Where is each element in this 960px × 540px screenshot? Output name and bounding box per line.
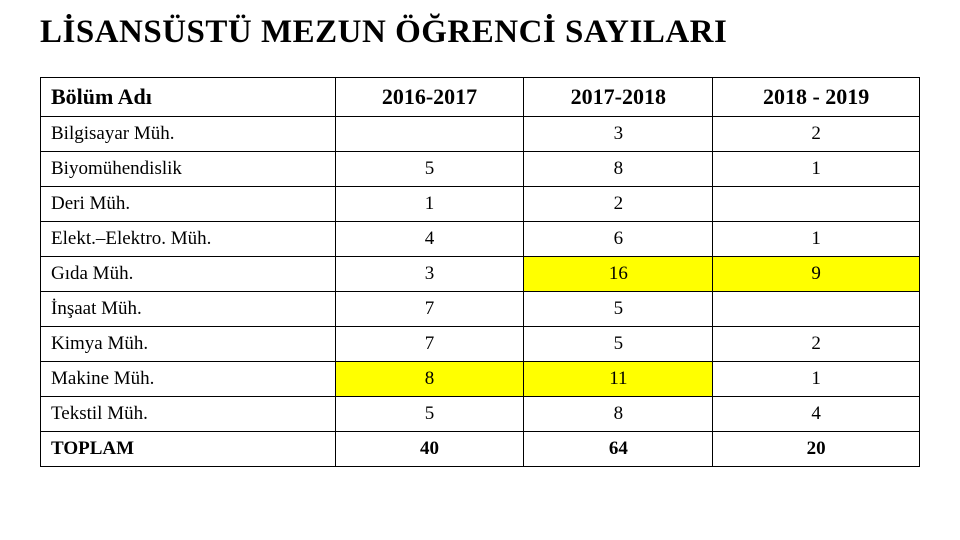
table-row: Tekstil Müh.584 xyxy=(41,397,920,432)
table-total-row: TOPLAM406420 xyxy=(41,432,920,467)
table-row: Gıda Müh.3169 xyxy=(41,257,920,292)
cell-total-value: 64 xyxy=(524,432,713,467)
cell-total-value: 40 xyxy=(335,432,524,467)
cell-value: 1 xyxy=(713,362,920,397)
page-title: LİSANSÜSTÜ MEZUN ÖĞRENCİ SAYILARI xyxy=(40,14,920,51)
col-department: Bölüm Adı xyxy=(41,78,336,117)
table-row: İnşaat Müh.75 xyxy=(41,292,920,327)
cell-value: 7 xyxy=(335,327,524,362)
slide-container: LİSANSÜSTÜ MEZUN ÖĞRENCİ SAYILARI Bölüm … xyxy=(0,0,960,487)
cell-value: 8 xyxy=(335,362,524,397)
table-header-row: Bölüm Adı 2016-2017 2017-2018 2018 - 201… xyxy=(41,78,920,117)
table-row: Biyomühendislik581 xyxy=(41,152,920,187)
cell-value: 11 xyxy=(524,362,713,397)
cell-department: Tekstil Müh. xyxy=(41,397,336,432)
cell-total-label: TOPLAM xyxy=(41,432,336,467)
col-year-1: 2016-2017 xyxy=(335,78,524,117)
cell-value: 5 xyxy=(524,327,713,362)
cell-value: 4 xyxy=(713,397,920,432)
cell-value: 6 xyxy=(524,222,713,257)
table-row: Makine Müh.8111 xyxy=(41,362,920,397)
cell-value: 1 xyxy=(713,222,920,257)
table-row: Kimya Müh.752 xyxy=(41,327,920,362)
cell-value: 5 xyxy=(335,397,524,432)
cell-total-value: 20 xyxy=(713,432,920,467)
cell-value: 4 xyxy=(335,222,524,257)
cell-department: İnşaat Müh. xyxy=(41,292,336,327)
cell-value xyxy=(335,117,524,152)
cell-value: 7 xyxy=(335,292,524,327)
cell-value: 16 xyxy=(524,257,713,292)
cell-value: 1 xyxy=(335,187,524,222)
cell-department: Bilgisayar Müh. xyxy=(41,117,336,152)
cell-value: 2 xyxy=(713,117,920,152)
cell-department: Makine Müh. xyxy=(41,362,336,397)
cell-value: 5 xyxy=(335,152,524,187)
cell-value: 3 xyxy=(335,257,524,292)
cell-department: Gıda Müh. xyxy=(41,257,336,292)
cell-department: Deri Müh. xyxy=(41,187,336,222)
cell-value: 5 xyxy=(524,292,713,327)
cell-value xyxy=(713,292,920,327)
col-year-3: 2018 - 2019 xyxy=(713,78,920,117)
col-year-2: 2017-2018 xyxy=(524,78,713,117)
cell-value: 3 xyxy=(524,117,713,152)
table-row: Deri Müh.12 xyxy=(41,187,920,222)
table-row: Elekt.–Elektro. Müh.461 xyxy=(41,222,920,257)
cell-department: Elekt.–Elektro. Müh. xyxy=(41,222,336,257)
table-body: Bilgisayar Müh.32Biyomühendislik581Deri … xyxy=(41,117,920,467)
cell-value: 8 xyxy=(524,397,713,432)
cell-value: 9 xyxy=(713,257,920,292)
cell-value: 2 xyxy=(713,327,920,362)
cell-department: Biyomühendislik xyxy=(41,152,336,187)
cell-value: 8 xyxy=(524,152,713,187)
cell-value: 2 xyxy=(524,187,713,222)
cell-value: 1 xyxy=(713,152,920,187)
graduates-table: Bölüm Adı 2016-2017 2017-2018 2018 - 201… xyxy=(40,77,920,467)
cell-value xyxy=(713,187,920,222)
cell-department: Kimya Müh. xyxy=(41,327,336,362)
table-row: Bilgisayar Müh. 32 xyxy=(41,117,920,152)
